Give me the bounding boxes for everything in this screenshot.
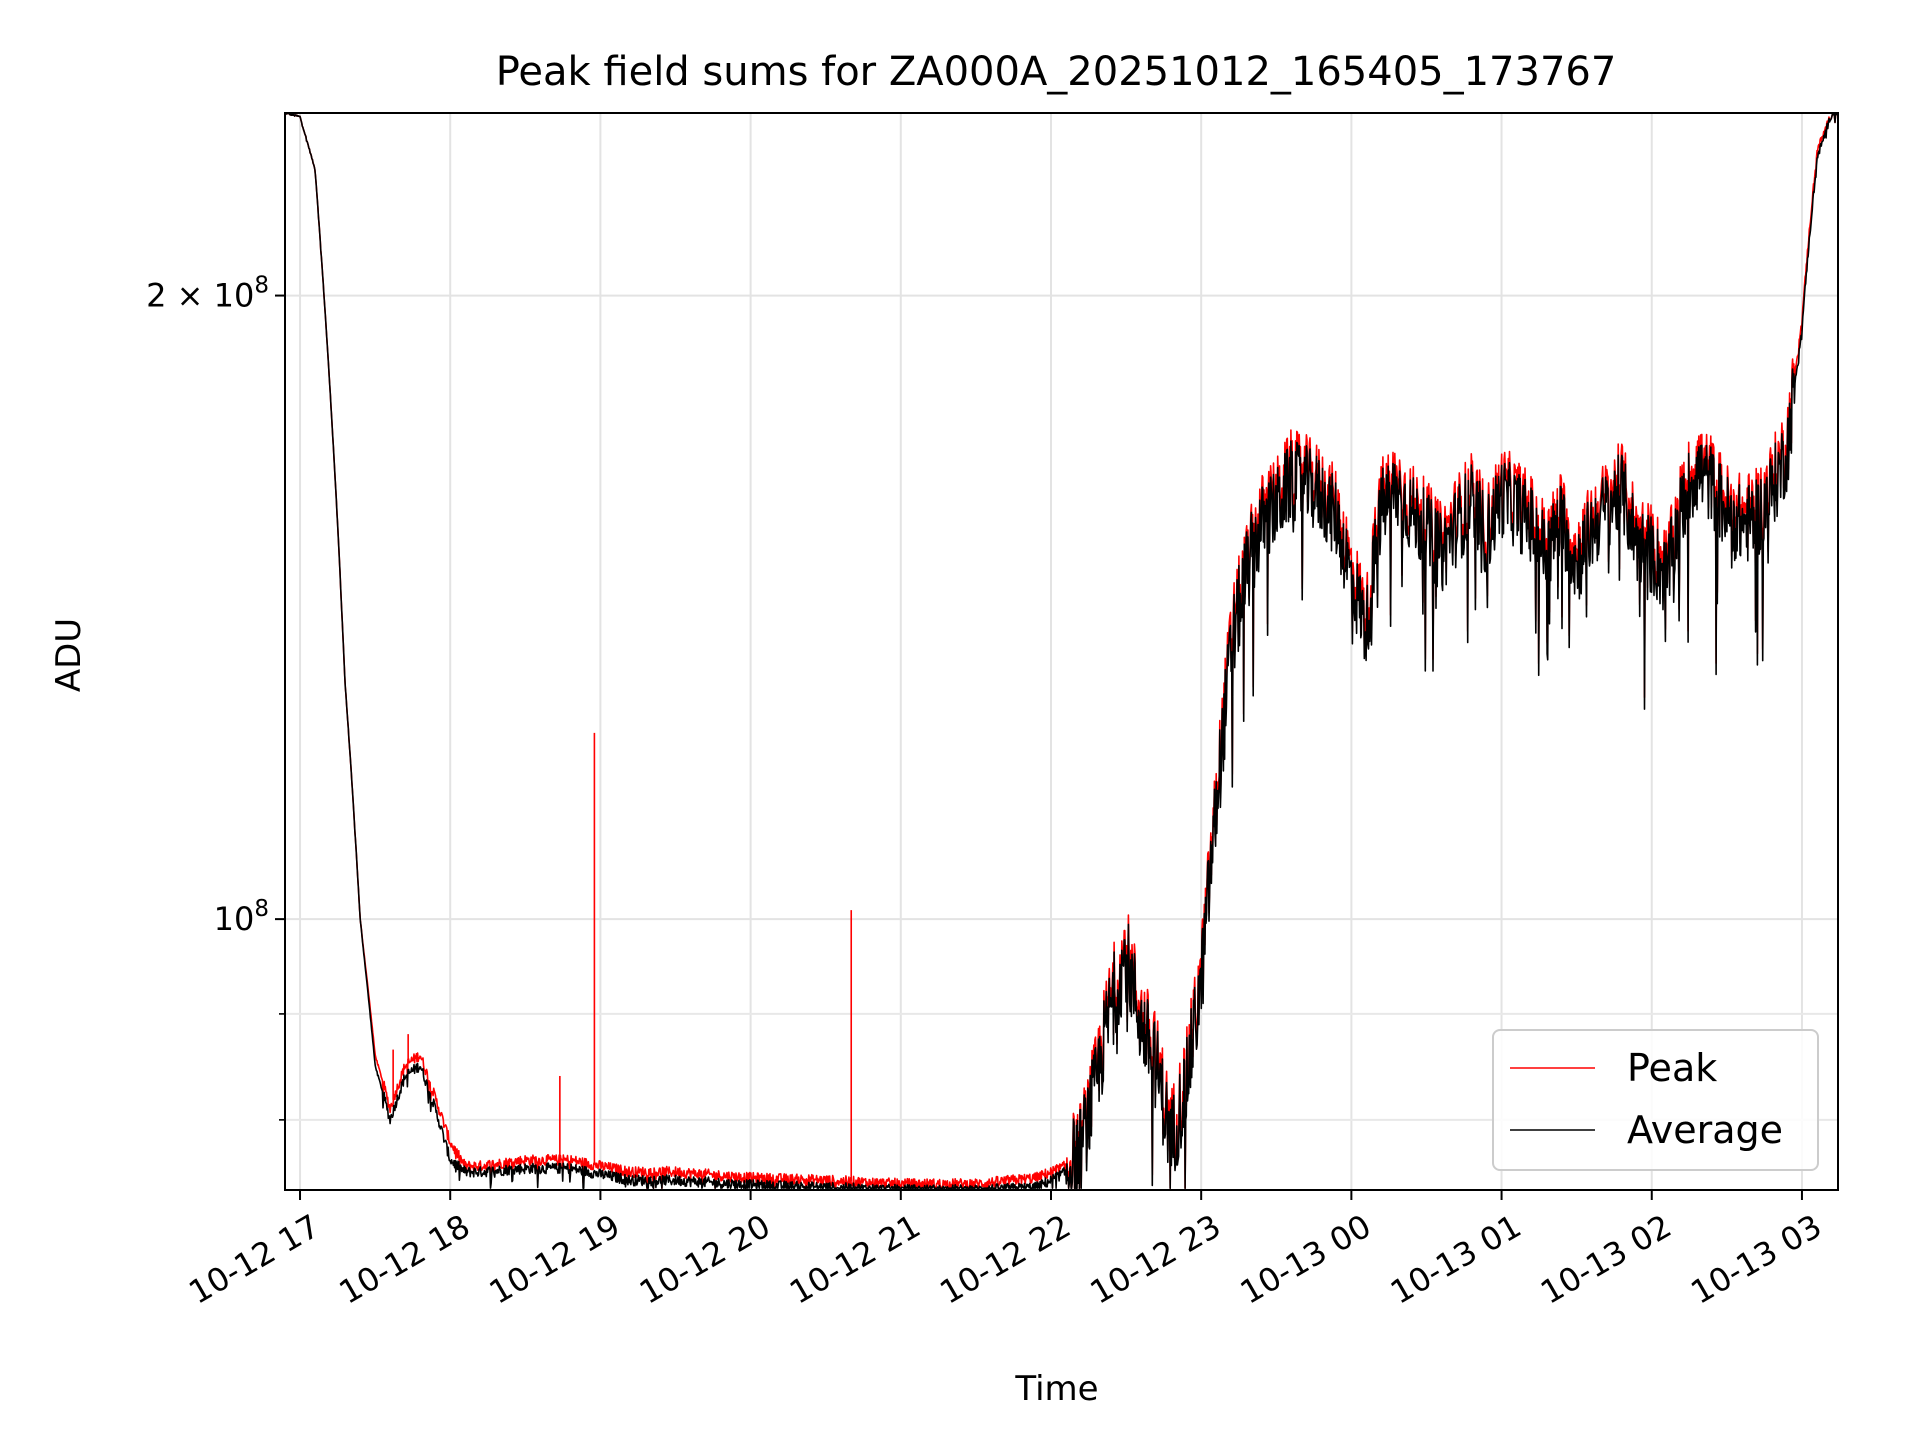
y-tick-label-0: 2 × 108	[146, 273, 269, 315]
y-tick-exponent-1: 8	[254, 896, 269, 922]
legend: Peak Average	[1492, 1029, 1819, 1171]
y-tick-exponent-0: 8	[254, 273, 269, 299]
chart-title: Peak field sums for ZA000A_20251012_1654…	[496, 49, 1617, 95]
legend-box	[1492, 1029, 1819, 1171]
plot-frame	[284, 112, 1839, 1191]
grid	[285, 113, 1838, 1190]
y-axis-label: ADU	[49, 618, 89, 692]
legend-peak-label: Peak	[1627, 1046, 1717, 1090]
x-axis-label: Time	[1014, 1369, 1098, 1409]
legend-average-label: Average	[1627, 1108, 1783, 1152]
series-lines	[284, 112, 1839, 1189]
series-line-average	[284, 112, 1839, 1189]
